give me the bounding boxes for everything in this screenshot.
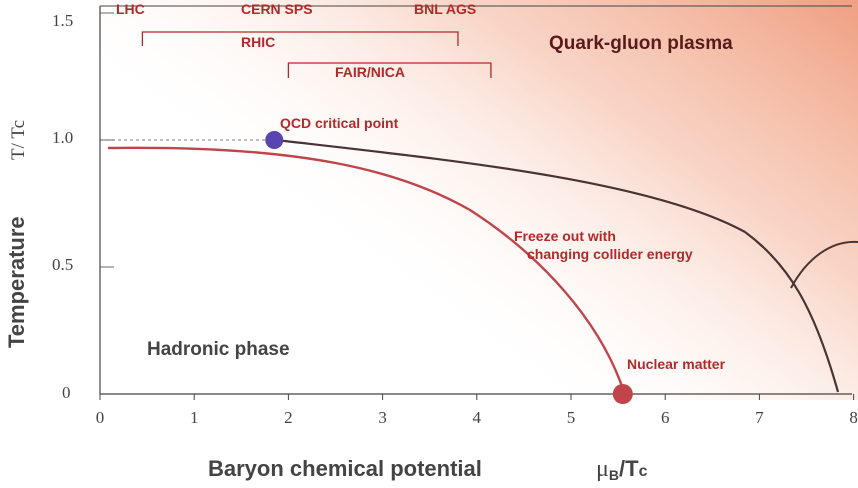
freeze-out-label-line2: changing collider energy [527,246,693,262]
x-axis-unit-c: c [639,463,648,480]
y-axis-title: Temperature [4,216,29,348]
critical-point-marker [265,131,284,149]
x-axis-unit-mu: μ [596,456,609,482]
y-tick-label-1-0: 1.0 [52,128,73,147]
y-tick-label-0: 0 [62,383,71,402]
x-tick-label: 4 [473,408,482,427]
x-tick-label: 5 [567,408,576,427]
experiment-label-bnl-ags: BNL AGS [414,1,476,17]
x-tick-label: 3 [378,408,387,427]
fair-nica-range-bracket [287,62,492,78]
region-label-qgp: Quark-gluon plasma [549,33,733,54]
x-axis-unit: μB/Tc [596,456,648,483]
critical-point-label: QCD critical point [280,115,399,131]
x-tick-label: 7 [755,408,764,427]
x-tick-label: 6 [661,408,670,427]
phase-boundary-line [275,138,840,393]
y-tick-label-1-5: 1.5 [52,11,73,30]
phase-boundary-branch [790,240,858,289]
y-axis-unit: T/ Tc [8,120,29,160]
y-tick-label-0-5: 0.5 [52,255,73,274]
experiment-label-cern-sps: CERN SPS [241,1,313,17]
experiment-label-rhic: RHIC [241,34,275,50]
experiment-label-lhc: LHC [116,1,145,17]
x-tick-labels: 0 1 2 3 4 5 6 7 8 [96,408,858,427]
qgp-region-shading [100,0,858,400]
nuclear-matter-marker [612,384,633,404]
region-label-hadronic: Hadronic phase [147,339,290,360]
experiment-label-fair-nica: FAIR/NICA [335,64,405,80]
x-tick-label: 2 [284,408,293,427]
x-tick-label: 8 [849,408,858,427]
x-axis-title: Baryon chemical potential [208,456,482,481]
freeze-out-label-line1: Freeze out with [514,228,616,244]
rhic-range-bracket [141,31,459,46]
x-tick-label: 0 [96,408,105,427]
nuclear-matter-label: Nuclear matter [627,356,726,372]
freeze-out-curve [107,146,626,393]
x-axis-unit-rest: /T [619,456,639,481]
x-tick-label: 1 [190,408,199,427]
x-axis-unit-sub: B [609,467,619,483]
